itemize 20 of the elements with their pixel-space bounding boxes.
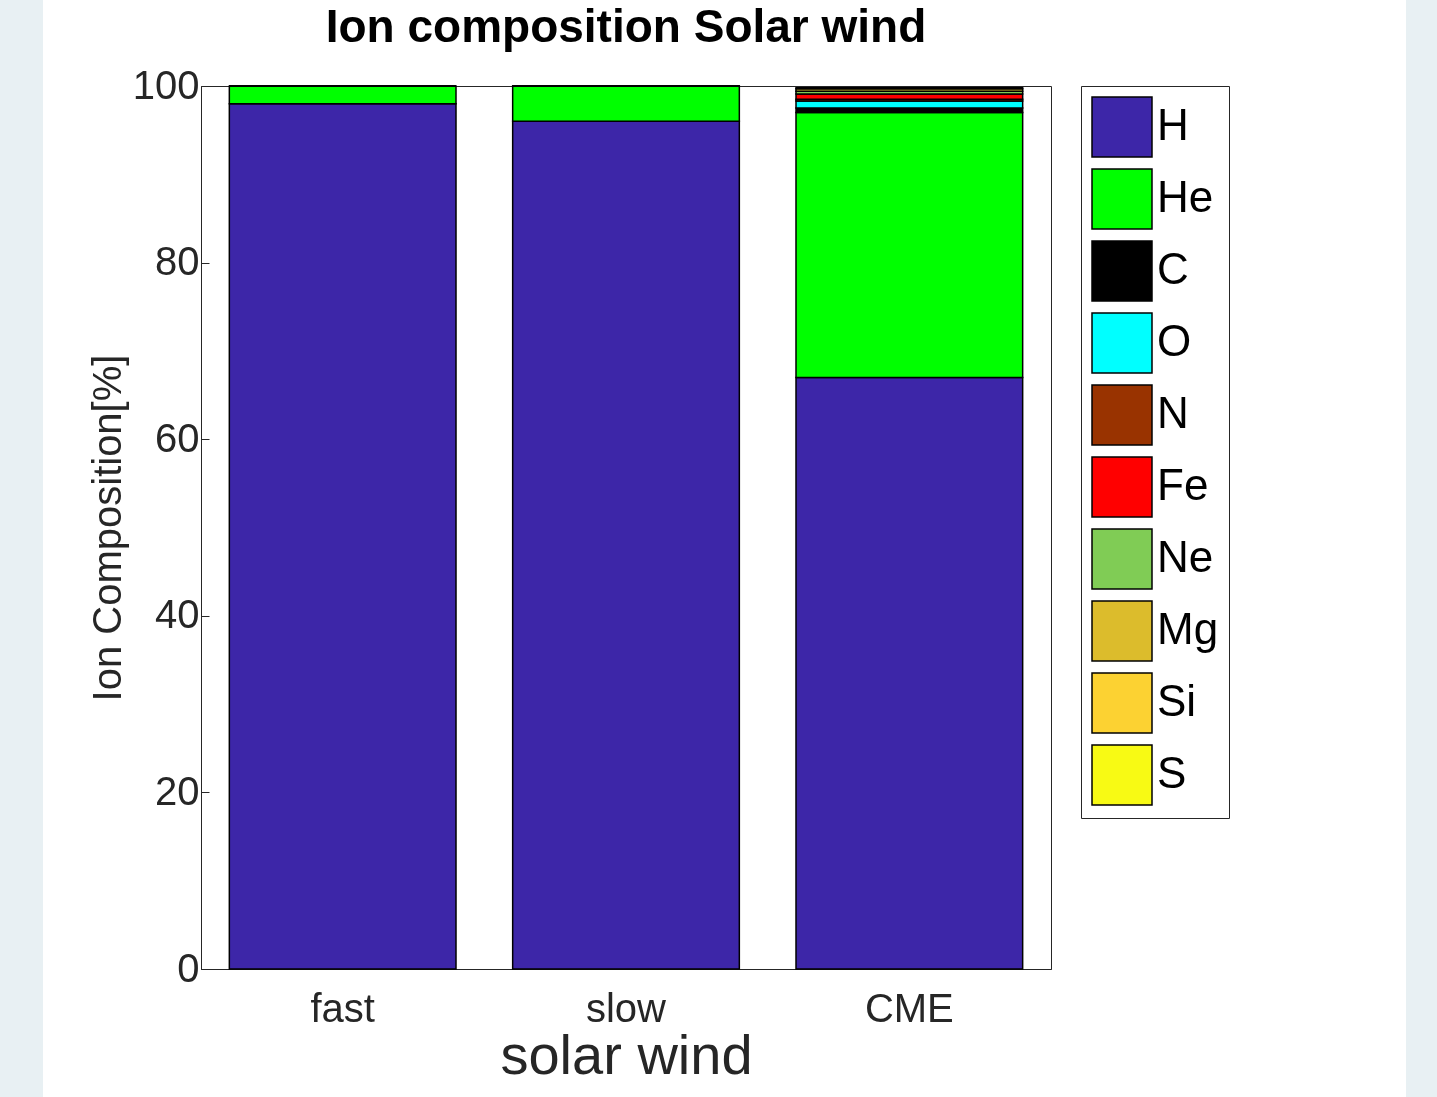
chart-title: Ion composition Solar wind	[325, 0, 927, 52]
legend-label: S	[1157, 748, 1187, 797]
legend-label: Si	[1157, 676, 1197, 725]
legend-label: C	[1157, 244, 1189, 293]
legend-label: He	[1157, 172, 1214, 221]
legend-label: Ne	[1157, 532, 1214, 581]
legend-label: Mg	[1157, 604, 1219, 653]
y-tick-label: 100	[132, 62, 200, 107]
y-axis-title: Ion Composition[%]	[84, 354, 129, 702]
y-tick-label: 20	[155, 768, 200, 813]
y-tick-label: 60	[155, 415, 200, 460]
legend-label: Fe	[1157, 460, 1209, 509]
x-tick-label: CME	[864, 985, 954, 1030]
legend-label: O	[1157, 316, 1192, 365]
y-tick-label: 0	[177, 945, 200, 990]
y-tick-label: 80	[155, 239, 200, 284]
y-tick-label: 40	[155, 592, 200, 637]
legend-label: N	[1157, 388, 1189, 437]
x-tick-label: fast	[310, 985, 375, 1030]
legend-label: H	[1157, 100, 1189, 149]
